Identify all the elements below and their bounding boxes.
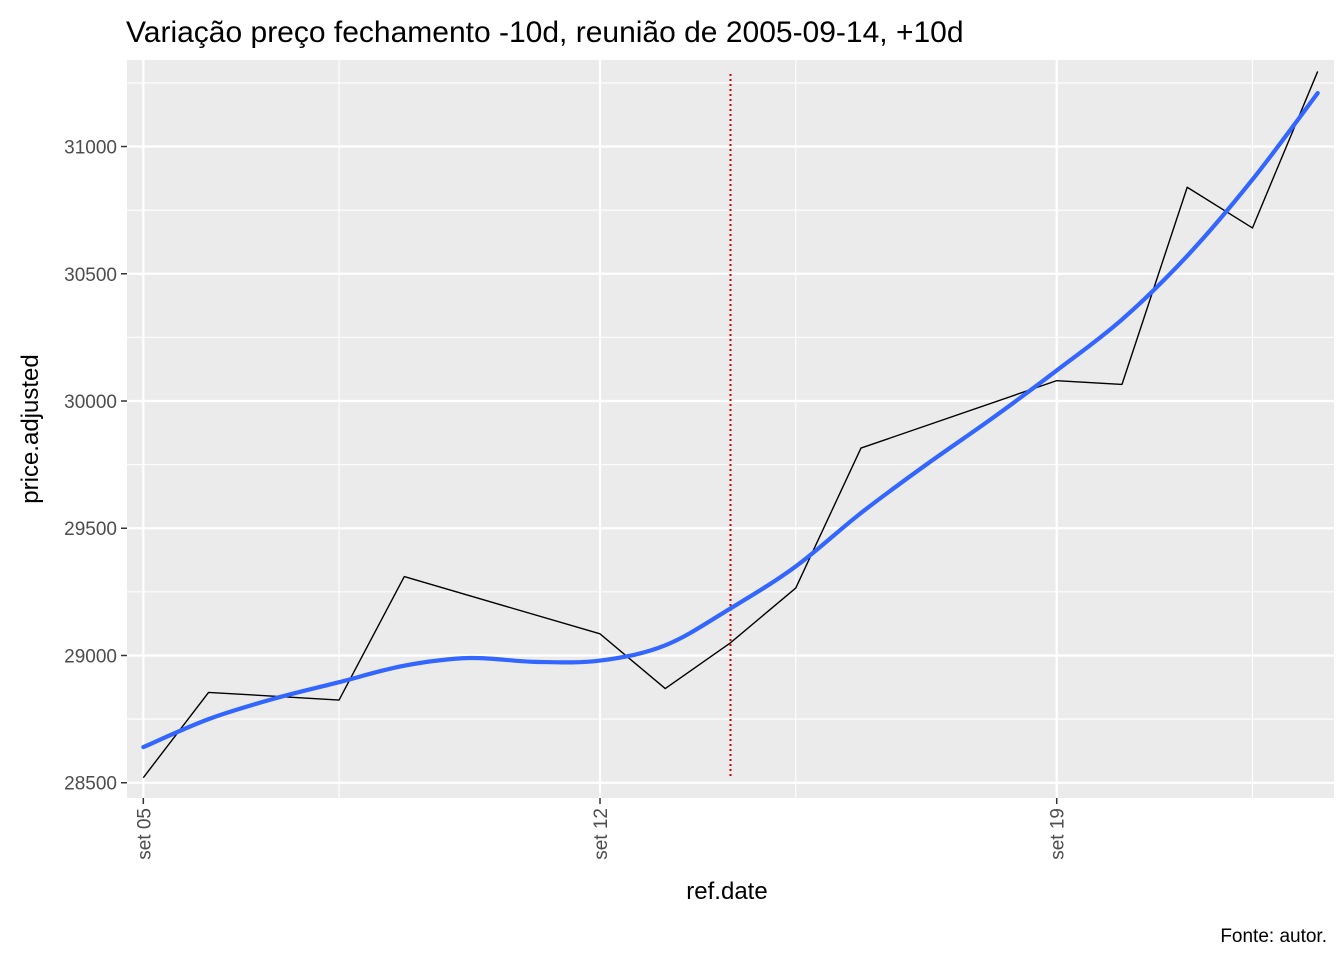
y-axis-title: price.adjusted xyxy=(17,354,44,503)
series-smooth-line xyxy=(141,90,1320,750)
x-axis-title: ref.date xyxy=(686,878,767,905)
y-tick-label: 28500 xyxy=(64,774,117,795)
caption: Fonte: autor. xyxy=(1220,926,1327,947)
chart-title: Variação preço fechamento -10d, reunião … xyxy=(126,16,964,49)
y-tick-label: 31000 xyxy=(64,138,117,159)
y-axis: 28500 29000 29500 30000 30500 31000 xyxy=(64,138,127,795)
y-tick-label: 29000 xyxy=(64,646,117,667)
x-axis: set 05 set 12 set 19 xyxy=(134,798,1069,860)
grid-lines xyxy=(127,60,1334,798)
x-tick-label: set 12 xyxy=(591,808,612,860)
y-tick-label: 30000 xyxy=(64,392,117,413)
y-tick-label: 29500 xyxy=(64,519,117,540)
series-layer xyxy=(141,71,1320,779)
x-tick-label: set 05 xyxy=(134,808,155,860)
x-tick-label: set 19 xyxy=(1048,808,1069,860)
y-tick-label: 30500 xyxy=(64,265,117,286)
